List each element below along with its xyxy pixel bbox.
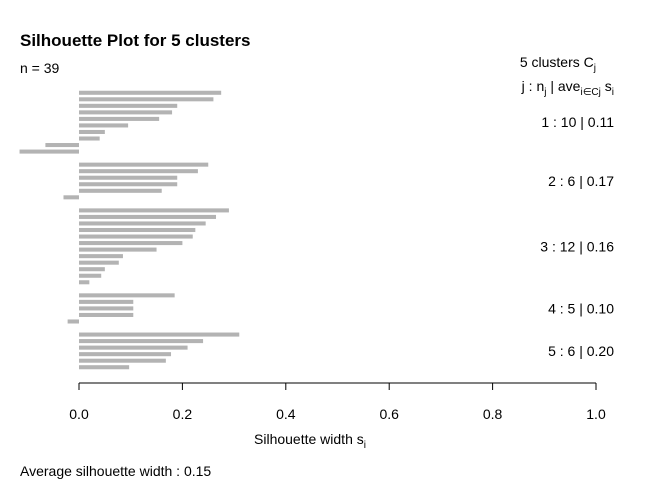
- silhouette-bar-cluster3-6: [79, 241, 183, 246]
- silhouette-bar-cluster2-5: [79, 188, 162, 193]
- silhouette-bar-cluster5-2: [79, 339, 204, 344]
- silhouette-bar-cluster2-6: [63, 195, 79, 200]
- x-tick-label-1: 0.2: [173, 406, 193, 422]
- x-tick-label-3: 0.6: [379, 406, 399, 422]
- header-ave-text: | ave: [546, 78, 580, 94]
- silhouette-bar-cluster5-3: [79, 345, 188, 350]
- silhouette-bar-cluster5-4: [79, 352, 172, 357]
- silhouette-bar-cluster5-1: [79, 332, 240, 337]
- silhouette-bar-cluster5-5: [79, 358, 166, 363]
- cluster-header-line1: 5 clusters Cj: [520, 54, 596, 74]
- silhouette-bar-cluster4-1: [79, 293, 175, 298]
- silhouette-bar-cluster3-9: [79, 260, 119, 265]
- silhouette-bar-cluster3-2: [79, 214, 217, 219]
- silhouette-bar-cluster3-5: [79, 234, 193, 239]
- cluster-summary-label-3: 3 : 12 | 0.16: [540, 238, 614, 254]
- x-tick-label-4: 0.8: [483, 406, 503, 422]
- x-tick-label-2: 0.4: [276, 406, 296, 422]
- cluster-summary-label-4: 4 : 5 | 0.10: [548, 300, 614, 316]
- silhouette-bar-cluster1-8: [79, 136, 100, 141]
- silhouette-bar-cluster1-7: [79, 129, 105, 135]
- silhouette-bar-cluster2-2: [79, 169, 198, 174]
- x-tick-label-5: 1.0: [586, 406, 606, 422]
- silhouette-bar-cluster1-9: [45, 143, 79, 148]
- bars-group: [19, 90, 240, 370]
- cluster-summary-label-1: 1 : 10 | 0.11: [541, 114, 614, 130]
- silhouette-bar-cluster1-6: [79, 123, 129, 128]
- cluster-header-line2: j : nj | avei∈Cj si: [521, 78, 614, 98]
- silhouette-bar-cluster3-4: [79, 227, 196, 233]
- silhouette-bar-cluster1-3: [79, 103, 178, 108]
- header-s-text: s: [601, 78, 612, 94]
- silhouette-bar-cluster3-8: [79, 254, 123, 259]
- silhouette-bar-cluster1-4: [79, 110, 173, 115]
- silhouette-bar-cluster2-4: [79, 182, 178, 187]
- silhouette-bar-cluster4-4: [79, 312, 134, 317]
- x-tick-label-0: 0.0: [69, 406, 89, 422]
- x-axis-label: Silhouette width si: [254, 431, 366, 451]
- silhouette-bar-cluster3-11: [79, 273, 102, 278]
- cluster-summary-label-2: 2 : 6 | 0.17: [548, 173, 614, 189]
- x-axis-label-text: Silhouette width s: [254, 431, 364, 447]
- header-j-sub: j: [543, 87, 546, 98]
- chart-title: Silhouette Plot for 5 clusters: [20, 31, 251, 50]
- silhouette-bar-cluster5-6: [79, 365, 130, 370]
- average-silhouette-label: Average silhouette width : 0.15: [20, 463, 211, 479]
- silhouette-bar-cluster4-5: [67, 319, 79, 324]
- header-ave-sub: i∈Cj: [580, 87, 600, 98]
- silhouette-bar-cluster1-10: [19, 149, 80, 154]
- silhouette-bar-cluster4-3: [79, 306, 134, 311]
- header-j-text: j : n: [521, 78, 545, 94]
- header-s-sub: i: [612, 87, 614, 98]
- silhouette-bar-cluster3-10: [79, 267, 105, 272]
- silhouette-bar-cluster1-2: [79, 97, 214, 102]
- silhouette-bar-cluster3-12: [79, 280, 90, 285]
- sample-size-label: n = 39: [20, 60, 60, 76]
- silhouette-bar-cluster2-1: [79, 162, 209, 167]
- header-line1-text: 5 clusters C: [520, 54, 594, 70]
- silhouette-bar-cluster4-2: [79, 299, 134, 304]
- cluster-summary-label-5: 5 : 6 | 0.20: [548, 343, 614, 359]
- x-axis-label-sub: i: [364, 440, 366, 451]
- silhouette-bar-cluster3-1: [79, 208, 229, 213]
- cluster-labels-group: 1 : 10 | 0.11 2 : 6 | 0.17 3 : 12 | 0.16 4 …: [540, 114, 614, 359]
- silhouette-bar-cluster3-7: [79, 247, 157, 252]
- header-line1-sub: j: [593, 63, 596, 74]
- silhouette-bar-cluster1-5: [79, 116, 160, 121]
- silhouette-bar-cluster1-1: [79, 90, 222, 95]
- silhouette-bar-cluster3-3: [79, 221, 206, 226]
- silhouette-bar-cluster2-3: [79, 175, 178, 180]
- x-axis: 0.0 0.2 0.4 0.6 0.8 1.0: [69, 382, 606, 422]
